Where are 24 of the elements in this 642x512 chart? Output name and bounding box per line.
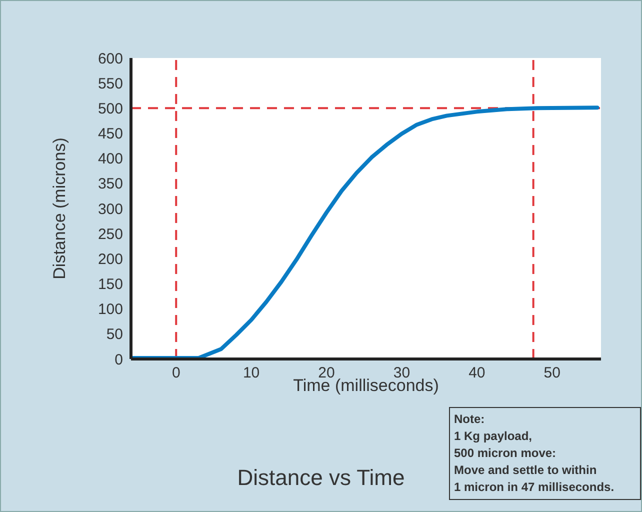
text: Distance vs Time	[237, 465, 405, 490]
y-tick-label: 50	[106, 326, 123, 344]
y-tick-label: 400	[98, 150, 123, 168]
text: Note:	[454, 411, 486, 428]
y-tick-label: 150	[98, 276, 123, 294]
y-tick-label: 0	[114, 351, 123, 368]
y-tick-label: 450	[98, 126, 123, 143]
y-tick-label: 600	[98, 50, 123, 68]
y-tick-label: 500	[98, 100, 123, 118]
y-tick-label: 200	[98, 250, 123, 268]
y-tick-label: 250	[98, 226, 123, 243]
x-tick-label: 40	[468, 364, 486, 382]
x-tick-label: 10	[242, 364, 260, 382]
x-tick-label: 50	[544, 364, 560, 382]
text: 1 Kg payload,	[454, 428, 534, 445]
y-tick-label: 300	[98, 200, 123, 218]
y-tick-label: 350	[98, 176, 123, 193]
y-tick-label: 550	[98, 75, 123, 92]
text: 1 micron in 47 milliseconds.	[454, 479, 616, 496]
text: 500 micron move:	[454, 445, 558, 462]
y-axis-title: Distance (microns)	[50, 138, 70, 280]
text: Move and settle to within	[454, 462, 598, 479]
y-tick-label: 100	[98, 301, 123, 318]
x-tick-label: 0	[172, 364, 180, 382]
